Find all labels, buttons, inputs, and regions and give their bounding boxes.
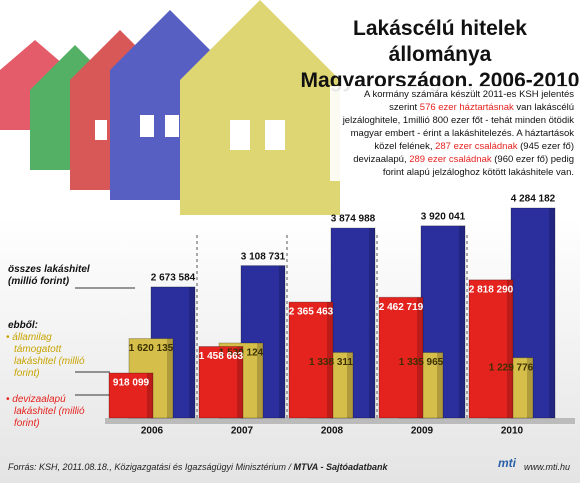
x-tick-label: 2008	[321, 426, 344, 437]
value-label: 1 620 135	[129, 343, 174, 354]
x-tick-label: 2007	[231, 426, 254, 437]
info-text: 289 ezer családnak	[409, 154, 492, 165]
info-text: 576 ezer háztartásnak	[419, 102, 514, 113]
x-tick-label: 2006	[141, 426, 164, 437]
bar	[288, 301, 334, 419]
website: www.mti.hu	[523, 462, 570, 472]
value-label: 2 365 463	[289, 307, 334, 318]
houses-illustration	[0, 0, 340, 215]
value-label: 1 458 663	[199, 351, 244, 362]
info-text: A kormány számára készült 2011-es KSH je…	[364, 89, 574, 113]
bar-shade	[527, 357, 533, 418]
bar	[108, 372, 154, 419]
info-text: van lakáscélú jelzáloghitele, 1millió 80…	[342, 102, 574, 152]
bar	[378, 296, 424, 419]
source: Forrás: KSH, 2011.08.18., Közigazgatási …	[8, 462, 387, 472]
bar-shade	[167, 338, 173, 418]
source-text: Forrás: KSH, 2011.08.18., Közigazgatási …	[8, 462, 294, 472]
bar-shade	[347, 352, 353, 418]
value-label: 3 920 041	[421, 211, 466, 222]
bar-shade	[147, 372, 153, 418]
info-text: 287 ezer családnak	[435, 141, 518, 152]
bar-shade	[437, 352, 443, 418]
bar-shade	[189, 286, 195, 418]
ground	[105, 418, 575, 424]
value-label: 1 229 776	[489, 362, 534, 373]
bar-shade	[417, 297, 423, 418]
info-text: (960 ezer fő) pedig forint alapú jelzálo…	[382, 154, 574, 178]
bar-shade	[507, 279, 513, 418]
value-label: 3 874 988	[331, 214, 376, 225]
info-box: A kormány számára készült 2011-es KSH je…	[330, 86, 578, 181]
value-label: 2 673 584	[151, 273, 196, 284]
bar-shade	[369, 228, 375, 418]
bar-shade	[327, 302, 333, 418]
bar-shade	[257, 342, 263, 418]
value-label: 3 108 731	[241, 251, 286, 262]
legend-label: devizaalapú lakáshitel (millió forint)	[12, 394, 94, 430]
bar-shade	[279, 265, 285, 418]
title-line: Lakáscélú hitelek állománya	[353, 17, 527, 66]
logo: mti	[498, 456, 516, 470]
bar	[468, 279, 514, 419]
source-bold: MTVA - Sajtóadatbank	[293, 462, 388, 472]
value-label: 1 530 124	[219, 348, 264, 359]
value-label: 2 818 290	[469, 284, 514, 295]
bar-shade	[237, 346, 243, 418]
value-label: 1 338 311	[309, 357, 353, 368]
bar-shade	[549, 208, 555, 418]
x-tick-label: 2010	[501, 426, 524, 437]
title: Lakáscélú hitelek állománya Magyarországo…	[300, 16, 580, 94]
bar-shade	[459, 225, 465, 418]
value-label: 918 099	[113, 378, 150, 389]
value-label: 1 335 965	[399, 357, 444, 368]
x-tick-label: 2009	[411, 426, 434, 437]
value-label: 2 462 719	[379, 302, 424, 313]
legend-label: államilag támogatott lakáshitel (millió …	[12, 332, 94, 380]
bar	[198, 345, 244, 419]
info-text: (945 ezer fő) devizaalapú,	[353, 141, 574, 165]
legend-note: ebből:	[8, 320, 38, 331]
legend-label: összes lakáshitel (millió forint)	[8, 264, 90, 287]
value-label: 4 284 182	[511, 194, 556, 205]
